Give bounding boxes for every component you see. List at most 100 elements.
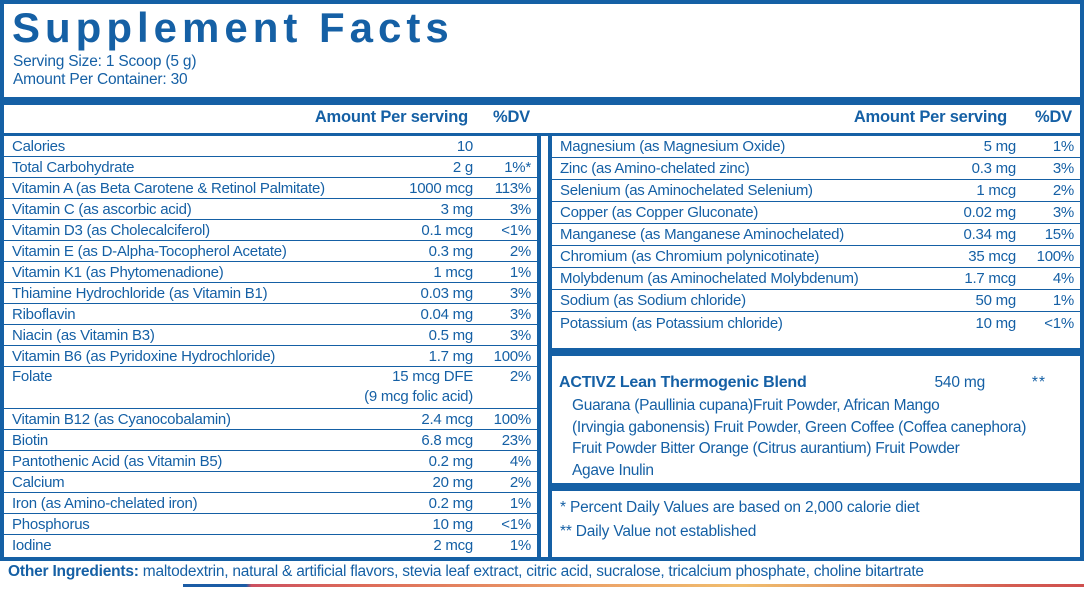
nutrient-name: Vitamin E (as D-Alpha-Tocopherol Acetate… — [12, 242, 287, 260]
blend-ingredient-line: Guarana (Paullinia cupana)Fruit Powder, … — [572, 397, 940, 414]
nutrient-dv: 100% — [493, 410, 532, 428]
nutrient-name: Phosphorus — [12, 515, 90, 533]
nutrient-dv: 2% — [1052, 182, 1074, 199]
nutrient-amount: 1 mcg — [976, 182, 1016, 199]
nutrient-dv: <1% — [501, 515, 531, 533]
minerals-and-blend-panel: Magnesium (as Magnesium Oxide) 5 mg 1% Zinc… — [548, 136, 1080, 557]
footnote-line: ** Daily Value not established — [560, 523, 757, 540]
nutrient-name: Calories — [12, 137, 66, 155]
nutrient-dv: <1% — [501, 221, 531, 239]
table-row: Calories 10 — [4, 136, 537, 157]
blend-ingredient-lines: Guarana (Paullinia cupana)Fruit Powder, … — [552, 395, 1080, 481]
nutrient-name: Vitamin C (as ascorbic acid) — [12, 200, 192, 218]
blend-section-divider — [552, 348, 1080, 356]
nutrient-dv: 23% — [501, 431, 532, 449]
table-row: Pantothenic Acid (as Vitamin B5) 0.2 mg 4% — [4, 451, 537, 472]
nutrient-name: Folate — [12, 368, 53, 385]
nutrient-name: Vitamin K1 (as Phytomenadione) — [12, 263, 224, 281]
nutrient-amount: 0.02 mg — [963, 204, 1017, 221]
table-row: Riboflavin 0.04 mg 3% — [4, 304, 537, 325]
right-column-amount-header: Amount Per serving — [853, 108, 1007, 126]
nutrient-name: Biotin — [12, 431, 49, 449]
nutrient-name: Pantothenic Acid (as Vitamin B5) — [12, 452, 223, 470]
nutrient-amount: 0.3 mg — [971, 160, 1017, 177]
nutrient-dv: 1%* — [504, 158, 531, 176]
nutrient-dv: 1% — [509, 494, 531, 512]
table-row: Vitamin D3 (as Cholecalciferol) 0.1 mcg <1… — [4, 220, 537, 241]
table-row: Molybdenum (as Aminochelated Molybdenum)… — [552, 268, 1080, 290]
nutrient-name: Manganese (as Manganese Aminochelated) — [560, 226, 845, 243]
nutrient-name: Iron (as Amino-chelated iron) — [12, 494, 198, 512]
blend-ingredient-line: Agave Inulin — [572, 461, 654, 479]
nutrient-name: Thiamine Hydrochloride (as Vitamin B1) — [12, 284, 268, 302]
nutrient-dv: 3% — [1052, 160, 1074, 177]
table-row: Biotin 6.8 mcg 23% — [4, 430, 537, 451]
nutrient-name: Vitamin D3 (as Cholecalciferol) — [12, 221, 210, 239]
page-title: Supplement Facts — [12, 4, 454, 51]
nutrient-name: Molybdenum (as Aminochelated Molybdenum) — [560, 270, 859, 287]
nutrient-dv: 3% — [509, 284, 531, 302]
nutrient-dv: 4% — [509, 452, 531, 470]
nutrient-name: Sodium (as Sodium chloride) — [560, 292, 746, 309]
nutrient-amount: 1000 mcg — [409, 179, 473, 197]
footnotes-section: * Percent Daily Values are based on 2,00… — [560, 496, 1072, 544]
nutrient-dv: <1% — [1044, 314, 1074, 332]
nutrient-dv: 100% — [1036, 248, 1075, 265]
table-row: Manganese (as Manganese Aminochelated) 0.… — [552, 224, 1080, 246]
right-column-dv-header: %DV — [1035, 108, 1072, 126]
table-row: Copper (as Copper Gluconate) 0.02 mg 3% — [552, 202, 1080, 224]
nutrient-dv: 100% — [493, 347, 532, 365]
nutrient-dv: 2% — [509, 368, 531, 385]
nutrient-dv: 3% — [509, 200, 531, 218]
table-row: Vitamin K1 (as Phytomenadione) 1 mcg 1% — [4, 262, 537, 283]
nutrient-dv: 2% — [509, 242, 531, 260]
table-row: Iron (as Amino-chelated iron) 0.2 mg 1% — [4, 493, 537, 514]
column-header-rule — [4, 133, 1080, 136]
nutrient-dv: 15% — [1044, 226, 1075, 243]
nutrient-name: Calcium — [12, 473, 65, 491]
nutrient-amount: 35 mcg — [968, 248, 1016, 265]
nutrient-amount: 20 mg — [432, 473, 474, 491]
nutrient-name: Selenium (as Aminochelated Selenium) — [560, 182, 813, 199]
nutrient-dv: 1% — [509, 263, 531, 281]
nutrient-amount: 3 mg — [440, 200, 474, 218]
vitamins-rows: Calories 10 Total Carbohydrate 2 g 1%* Vitami… — [4, 136, 537, 556]
table-row: Potassium (as Potassium chloride) 10 mg <1… — [552, 312, 1080, 334]
nutrient-name: Vitamin B6 (as Pyridoxine Hydrochloride) — [12, 347, 276, 365]
brand-gradient-strip — [183, 584, 1084, 587]
vitamins-table: Calories 10 Total Carbohydrate 2 g 1%* Vitami… — [4, 136, 541, 557]
nutrient-amount: 2 g — [452, 158, 473, 176]
footnote-section-divider — [552, 483, 1080, 491]
blend-ingredient-line: Fruit Powder Bitter Orange (Citrus auran… — [572, 440, 960, 457]
footnote-line: * Percent Daily Values are based on 2,00… — [560, 499, 920, 516]
nutrient-amount: 0.5 mg — [428, 326, 474, 344]
nutrient-amount: 15 mcg DFE (9 mcg folic acid) — [355, 367, 473, 407]
table-row: Vitamin B12 (as Cyanocobalamin) 2.4 mcg 10… — [4, 409, 537, 430]
table-row: Magnesium (as Magnesium Oxide) 5 mg 1% — [552, 136, 1080, 158]
table-row: Thiamine Hydrochloride (as Vitamin B1) 0.… — [4, 283, 537, 304]
nutrient-amount-secondary: (9 mcg folic acid) — [364, 388, 473, 405]
nutrient-name: Chromium (as Chromium polynicotinate) — [560, 248, 820, 265]
nutrient-amount: 6.8 mcg — [421, 431, 473, 449]
nutrient-amount: 0.34 mg — [963, 226, 1017, 243]
table-row: Iodine 2 mcg 1% — [4, 535, 537, 556]
label-panel: Supplement Facts Serving Size: 1 Scoop (… — [0, 0, 1084, 561]
table-row: Vitamin C (as ascorbic acid) 3 mg 3% — [4, 199, 537, 220]
table-row: Calcium 20 mg 2% — [4, 472, 537, 493]
table-row: Niacin (as Vitamin B3) 0.5 mg 3% — [4, 325, 537, 346]
nutrient-amount: 0.1 mcg — [421, 221, 473, 239]
nutrient-dv: 1% — [1052, 138, 1074, 155]
nutrient-name: Vitamin A (as Beta Carotene & Retinol Pa… — [12, 179, 325, 197]
table-row: Vitamin A (as Beta Carotene & Retinol Pa… — [4, 178, 537, 199]
nutrient-dv: 4% — [1052, 270, 1074, 287]
nutrient-amount: 2 mcg — [433, 537, 473, 554]
thermogenic-blend-section: ACTIVZ Lean Thermogenic Blend 540 mg ** … — [552, 372, 1080, 481]
nutrient-dv: 3% — [509, 305, 531, 323]
nutrient-amount: 50 mg — [975, 292, 1017, 309]
serving-size-text: Serving Size: 1 Scoop (5 g) — [13, 53, 197, 70]
nutrient-name: Niacin (as Vitamin B3) — [12, 326, 155, 344]
table-row: Folate 15 mcg DFE (9 mcg folic acid) 2% — [4, 367, 537, 409]
table-row: Phosphorus 10 mg <1% — [4, 514, 537, 535]
left-column-dv-header: %DV — [493, 108, 530, 126]
nutrient-dv: 2% — [509, 473, 531, 491]
